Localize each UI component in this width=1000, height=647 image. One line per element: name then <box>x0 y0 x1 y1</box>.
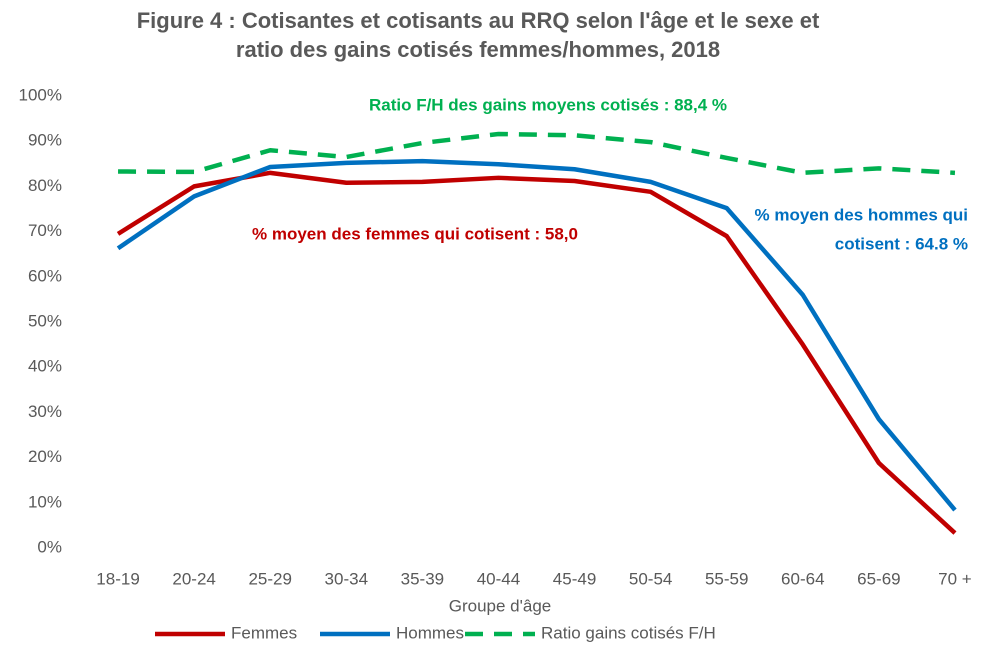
x-tick-label: 55-59 <box>705 569 748 588</box>
x-tick-label: 60-64 <box>781 569 824 588</box>
chart-title: ratio des gains cotisés femmes/hommes, 2… <box>236 37 720 62</box>
x-tick-label: 65-69 <box>857 569 900 588</box>
annotation: Ratio F/H des gains moyens cotisés : 88,… <box>369 95 727 114</box>
series-line <box>118 131 956 176</box>
x-tick-label: 50-54 <box>629 569 672 588</box>
legend-label: Ratio gains cotisés F/H <box>541 623 716 642</box>
y-tick-label: 20% <box>28 447 62 466</box>
annotation: cotisent : 64.8 % <box>835 234 968 253</box>
x-tick-label: 18-19 <box>96 569 139 588</box>
x-tick-label: 25-29 <box>248 569 291 588</box>
series-line <box>116 158 957 512</box>
y-tick-label: 10% <box>28 492 62 511</box>
y-tick-label: 0% <box>37 537 62 556</box>
legend-label: Femmes <box>231 623 297 642</box>
chart-title: Figure 4 : Cotisantes et cotisants au RR… <box>137 8 820 33</box>
y-tick-label: 70% <box>28 221 62 240</box>
legend-label: Hommes <box>396 623 464 642</box>
x-tick-label: 70 + <box>938 569 972 588</box>
x-axis-label: Groupe d'âge <box>449 596 552 615</box>
annotation: % moyen des femmes qui cotisent : 58,0 <box>252 224 578 243</box>
y-tick-label: 60% <box>28 266 62 285</box>
y-tick-label: 30% <box>28 402 62 421</box>
series-line <box>116 170 957 535</box>
x-tick-label: 30-34 <box>325 569 368 588</box>
y-tick-label: 50% <box>28 311 62 330</box>
y-tick-label: 90% <box>28 131 62 150</box>
annotation: % moyen des hommes qui <box>755 205 969 224</box>
x-tick-label: 45-49 <box>553 569 596 588</box>
y-tick-label: 40% <box>28 357 62 376</box>
x-tick-label: 40-44 <box>477 569 520 588</box>
y-tick-label: 80% <box>28 176 62 195</box>
x-tick-label: 20-24 <box>172 569 215 588</box>
y-tick-label: 100% <box>19 85 62 104</box>
x-tick-label: 35-39 <box>401 569 444 588</box>
